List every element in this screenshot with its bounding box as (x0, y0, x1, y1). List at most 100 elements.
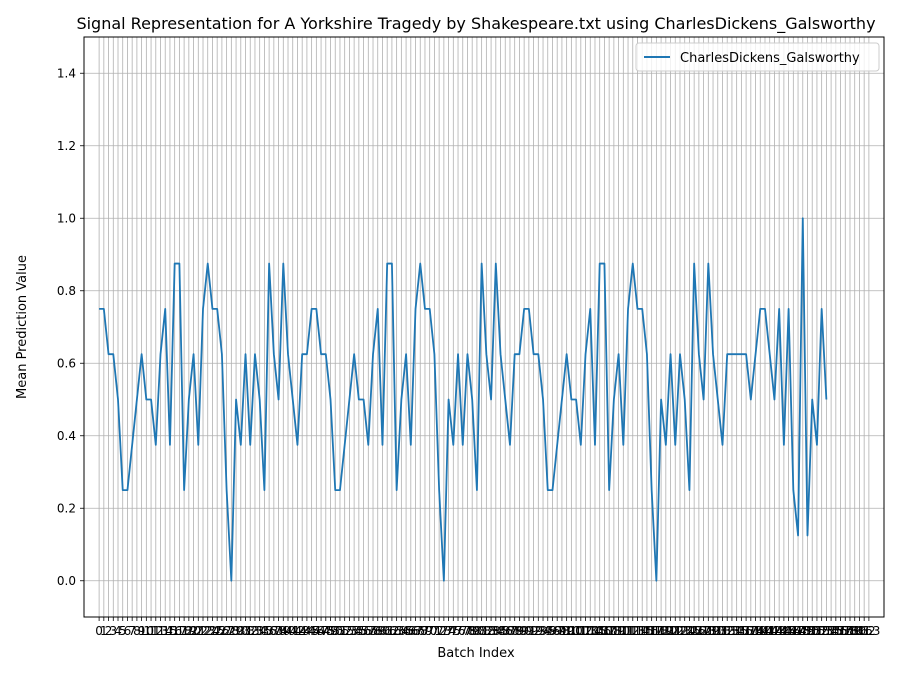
x-tick-label: 61 (380, 624, 395, 638)
x-tick-label: 132 (711, 624, 734, 638)
x-tick-label: 46 (309, 624, 324, 638)
x-tick-label: 115 (631, 624, 654, 638)
x-tick-label: 57 (361, 624, 376, 638)
x-tick-label: 23 (200, 624, 215, 638)
x-tick-label: 75 (446, 624, 461, 638)
x-tick-label: 98 (554, 624, 569, 638)
x-tick-label: 160 (843, 624, 866, 638)
x-tick-label: 2 (105, 624, 113, 638)
x-tick-label: 34 (252, 624, 267, 638)
x-tick-label: 101 (565, 624, 588, 638)
x-tick-label: 93 (531, 624, 546, 638)
x-tick-label: 11 (143, 624, 158, 638)
x-tick-label: 51 (332, 624, 347, 638)
x-axis-label: Batch Index (437, 646, 515, 661)
x-tick-label: 116 (635, 624, 658, 638)
x-tick-label: 60 (375, 624, 390, 638)
y-tick-label: 1.0 (57, 211, 76, 225)
x-tick-label: 37 (266, 624, 281, 638)
x-tick-label: 6 (124, 624, 132, 638)
x-tick-label: 124 (673, 624, 696, 638)
x-tick-label: 146 (777, 624, 800, 638)
x-tick-label: 33 (247, 624, 262, 638)
x-tick-label: 12 (148, 624, 163, 638)
x-tick-label: 84 (488, 624, 503, 638)
x-tick-label: 158 (834, 624, 857, 638)
chart-title: Signal Representation for A Yorkshire Tr… (76, 14, 875, 34)
x-tick-label: 155 (820, 624, 843, 638)
x-tick-label: 10 (139, 624, 154, 638)
x-tick-label: 149 (791, 624, 814, 638)
x-tick-label: 154 (815, 624, 838, 638)
legend-label: CharlesDickens_Galsworthy (680, 51, 860, 66)
x-tick-label: 100 (560, 624, 583, 638)
x-tick-label: 94 (535, 624, 550, 638)
x-tick-label: 77 (455, 624, 470, 638)
x-tick-label: 52 (337, 624, 352, 638)
x-tick-label: 127 (687, 624, 710, 638)
x-tick-label: 64 (394, 624, 409, 638)
x-tick-label: 43 (295, 624, 310, 638)
x-tick-label: 136 (730, 624, 753, 638)
x-tick-label: 56 (356, 624, 371, 638)
x-tick-label: 14 (158, 624, 173, 638)
x-tick-label: 63 (389, 624, 404, 638)
x-tick-label: 66 (403, 624, 418, 638)
y-tick-label: 1.4 (57, 66, 76, 80)
x-tick-label: 117 (640, 624, 663, 638)
x-tick-label: 20 (186, 624, 201, 638)
x-tick-label: 79 (465, 624, 480, 638)
x-tick-label: 45 (304, 624, 319, 638)
x-tick-label: 137 (735, 624, 758, 638)
legend: CharlesDickens_Galsworthy (635, 42, 880, 72)
x-tick-label: 3 (109, 624, 117, 638)
x-tick-label: 143 (763, 624, 786, 638)
x-tick-label: 25 (210, 624, 225, 638)
x-tick-label: 107 (593, 624, 616, 638)
x-tick-label: 41 (285, 624, 300, 638)
x-tick-label: 21 (191, 624, 206, 638)
x-tick-label: 99 (559, 624, 574, 638)
x-tick-label: 91 (521, 624, 536, 638)
x-tick-label: 96 (545, 624, 560, 638)
x-tick-label: 82 (479, 624, 494, 638)
x-tick-label: 108 (598, 624, 621, 638)
x-tick-label: 18 (176, 624, 191, 638)
x-tick-label: 44 (299, 624, 314, 638)
x-tick-label: 15 (162, 624, 177, 638)
x-tick-label: 157 (829, 624, 852, 638)
x-tick-label: 135 (725, 624, 748, 638)
x-tick-label: 67 (408, 624, 423, 638)
x-tick-label: 142 (758, 624, 781, 638)
x-tick-label: 24 (205, 624, 220, 638)
x-tick-label: 112 (617, 624, 640, 638)
x-tick-label: 39 (276, 624, 291, 638)
x-tick-label: 1 (100, 624, 108, 638)
x-tick-label: 81 (474, 624, 489, 638)
x-tick-label: 73 (436, 624, 451, 638)
x-tick-label: 123 (669, 624, 692, 638)
x-tick-label: 68 (413, 624, 428, 638)
x-tick-label: 87 (502, 624, 517, 638)
x-tick-label: 90 (517, 624, 532, 638)
x-tick-label: 151 (801, 624, 824, 638)
x-tick-label: 134 (720, 624, 743, 638)
x-tick-label: 88 (507, 624, 522, 638)
x-axis-ticks: 0123456789101112131415161718192021222324… (95, 617, 880, 638)
x-tick-label: 58 (365, 624, 380, 638)
y-tick-label: 0.2 (57, 501, 76, 515)
x-tick-label: 110 (607, 624, 630, 638)
x-tick-label: 13 (153, 624, 168, 638)
x-tick-label: 105 (584, 624, 607, 638)
x-tick-label: 106 (588, 624, 611, 638)
x-tick-label: 147 (782, 624, 805, 638)
x-tick-label: 49 (323, 624, 338, 638)
y-gridlines (84, 72, 884, 582)
x-tick-label: 7 (128, 624, 136, 638)
x-tick-label: 161 (848, 624, 871, 638)
x-tick-label: 9 (138, 624, 146, 638)
y-tick-label: 1.2 (57, 139, 76, 153)
x-tick-label: 54 (346, 624, 361, 638)
x-tick-label: 130 (702, 624, 725, 638)
